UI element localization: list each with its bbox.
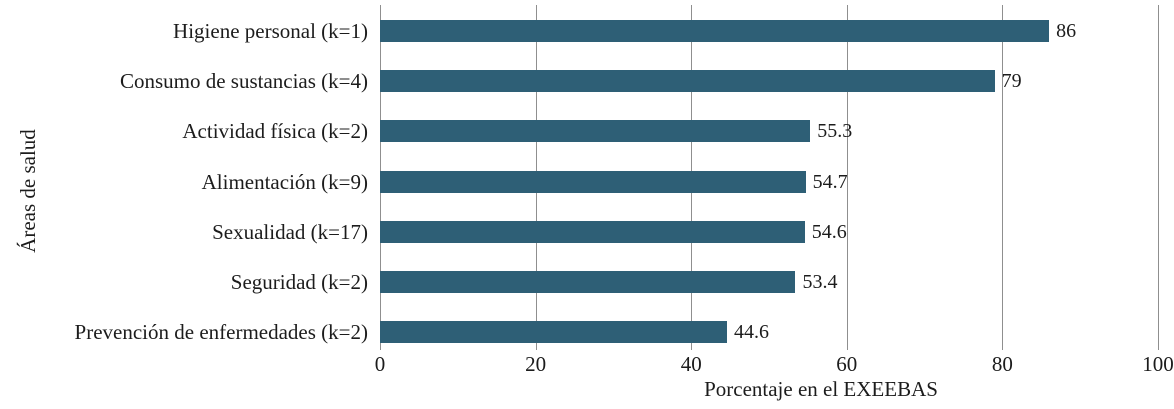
gridline [1002,5,1004,350]
category-label: Prevención de enfermedades (k=2) [74,320,368,345]
category-label: Seguridad (k=2) [230,269,368,294]
value-label: 54.6 [811,220,847,243]
value-label: 44.6 [733,321,769,344]
category-label: Sexualidad (k=17) [212,219,368,244]
plot-area [380,5,1159,350]
bar [380,20,1050,42]
x-tick-label: 80 [991,352,1013,376]
x-tick-label: 20 [525,352,547,376]
gridline [1158,5,1159,350]
value-label: 79 [1001,70,1022,93]
x-tick-label: 40 [680,352,702,376]
bar [380,70,995,93]
value-label: 86 [1056,20,1077,42]
bar [380,170,806,193]
bar [380,120,811,143]
bar [380,321,727,344]
gridline [846,5,848,350]
bar [380,220,805,243]
value-label: 53.4 [802,270,838,293]
x-tick-label: 0 [374,352,386,376]
category-label: Actividad física (k=2) [182,119,368,144]
category-label: Alimentación (k=9) [201,169,368,194]
bar [380,270,796,293]
value-label: 54.7 [812,170,848,193]
x-tick-label: 60 [836,352,858,376]
category-label: Higiene personal (k=1) [173,19,368,43]
value-label: 55.3 [817,120,853,143]
category-label: Consumo de sustancias (k=4) [119,69,368,94]
x-axis-title: Porcentaje en el EXEEBAS [704,377,938,401]
x-tick-label: 100 [1142,352,1174,376]
